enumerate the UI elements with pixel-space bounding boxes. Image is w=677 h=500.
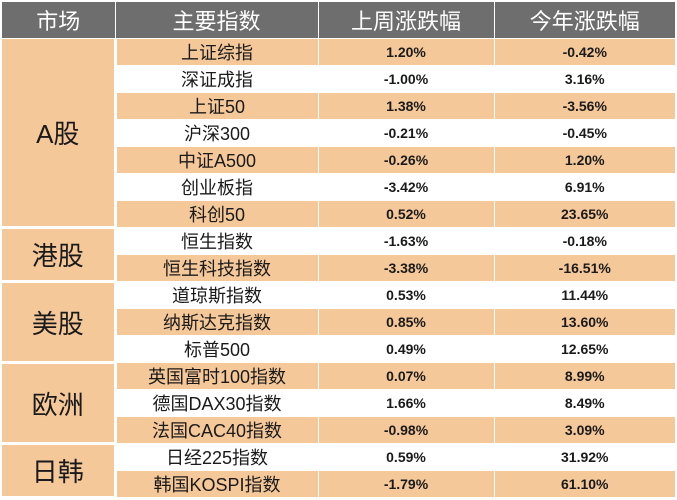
table-row: 德国DAX30指数 1.66% 8.49%	[2, 389, 675, 417]
ytd-change-cell: 23.65%	[494, 200, 675, 228]
weekly-change-cell: 1.20%	[318, 38, 495, 66]
table-row: 美股 道琼斯指数 0.53% 11.44%	[2, 281, 675, 364]
table-body: A股 上证综指 1.20% -0.42% 深证成指 -1.00% 3.16% 上证50 1.38…	[2, 38, 675, 499]
table-row: 欧洲 英国富时100指数 0.07% 8.99%	[2, 362, 675, 445]
market-cell: 美股	[2, 281, 117, 364]
ytd-change-cell: -0.45%	[494, 119, 675, 147]
ytd-change-cell: 1.20%	[494, 146, 675, 174]
index-name-cell: 英国富时100指数	[115, 362, 319, 390]
weekly-change-cell: -1.63%	[318, 227, 495, 255]
index-name-cell: 科创50	[115, 200, 319, 228]
index-name-cell: 道琼斯指数	[115, 281, 319, 309]
weekly-change-cell: 1.38%	[318, 92, 495, 120]
index-name-cell: 创业板指	[115, 173, 319, 201]
table-row: 恒生科技指数 -3.38% -16.51%	[2, 254, 675, 282]
index-name-cell: 上证50	[115, 92, 319, 120]
index-name-cell: 上证综指	[115, 38, 319, 66]
weekly-change-cell: -0.21%	[318, 119, 495, 147]
market-cell: 日韩	[2, 443, 117, 499]
table-row: 纳斯达克指数 0.85% 13.60%	[2, 308, 675, 336]
header-market: 市场	[2, 2, 116, 39]
index-name-cell: 韩国KOSPI指数	[115, 470, 319, 498]
ytd-change-cell: 61.10%	[494, 470, 675, 498]
index-name-cell: 纳斯达克指数	[115, 308, 319, 336]
weekly-change-cell: 1.66%	[318, 389, 495, 417]
table-row: 上证50 1.38% -3.56%	[2, 92, 675, 120]
table-row: 沪深300 -0.21% -0.45%	[2, 119, 675, 147]
header-row: 市场 主要指数 上周涨跌幅 今年涨跌幅	[2, 2, 675, 39]
index-name-cell: 恒生指数	[115, 227, 319, 255]
ytd-change-cell: 12.65%	[494, 335, 675, 363]
ytd-change-cell: 8.49%	[494, 389, 675, 417]
index-name-cell: 深证成指	[115, 65, 319, 93]
ytd-change-cell: -3.56%	[494, 92, 675, 120]
market-cell: A股	[2, 38, 117, 229]
index-name-cell: 恒生科技指数	[115, 254, 319, 282]
weekly-change-cell: 0.59%	[318, 443, 495, 471]
ytd-change-cell: 13.60%	[494, 308, 675, 336]
ytd-change-cell: -0.18%	[494, 227, 675, 255]
index-name-cell: 标普500	[115, 335, 319, 363]
weekly-change-cell: 0.07%	[318, 362, 495, 390]
weekly-change-cell: -1.00%	[318, 65, 495, 93]
weekly-change-cell: -3.42%	[318, 173, 495, 201]
weekly-change-cell: -3.38%	[318, 254, 495, 282]
ytd-change-cell: 8.99%	[494, 362, 675, 390]
ytd-change-cell: 31.92%	[494, 443, 675, 471]
table-row: 日韩 日经225指数 0.59% 31.92%	[2, 443, 675, 499]
weekly-change-cell: -0.98%	[318, 416, 495, 444]
table-row: 港股 恒生指数 -1.63% -0.18%	[2, 227, 675, 283]
header-ytd-change: 今年涨跌幅	[494, 2, 675, 39]
index-name-cell: 法国CAC40指数	[115, 416, 319, 444]
index-name-cell: 中证A500	[115, 146, 319, 174]
index-name-cell: 德国DAX30指数	[115, 389, 319, 417]
weekly-change-cell: 0.52%	[318, 200, 495, 228]
ytd-change-cell: -16.51%	[494, 254, 675, 282]
header-weekly-change: 上周涨跌幅	[318, 2, 495, 39]
index-name-cell: 沪深300	[115, 119, 319, 147]
weekly-change-cell: -1.79%	[318, 470, 495, 498]
table-row: 韩国KOSPI指数 -1.79% 61.10%	[2, 470, 675, 498]
ytd-change-cell: -0.42%	[494, 38, 675, 66]
index-name-cell: 日经225指数	[115, 443, 319, 471]
weekly-change-cell: 0.53%	[318, 281, 495, 309]
weekly-change-cell: 0.49%	[318, 335, 495, 363]
table-row: A股 上证综指 1.20% -0.42%	[2, 38, 675, 229]
ytd-change-cell: 3.09%	[494, 416, 675, 444]
header-index: 主要指数	[115, 2, 319, 39]
ytd-change-cell: 11.44%	[494, 281, 675, 309]
market-cell: 港股	[2, 227, 117, 283]
table-row: 深证成指 -1.00% 3.16%	[2, 65, 675, 93]
ytd-change-cell: 3.16%	[494, 65, 675, 93]
market-cell: 欧洲	[2, 362, 117, 445]
table-row: 法国CAC40指数 -0.98% 3.09%	[2, 416, 675, 444]
table-row: 创业板指 -3.42% 6.91%	[2, 173, 675, 201]
weekly-change-cell: 0.85%	[318, 308, 495, 336]
table-row: 中证A500 -0.26% 1.20%	[2, 146, 675, 174]
ytd-change-cell: 6.91%	[494, 173, 675, 201]
table-row: 科创50 0.52% 23.65%	[2, 200, 675, 228]
table-row: 标普500 0.49% 12.65%	[2, 335, 675, 363]
weekly-change-cell: -0.26%	[318, 146, 495, 174]
